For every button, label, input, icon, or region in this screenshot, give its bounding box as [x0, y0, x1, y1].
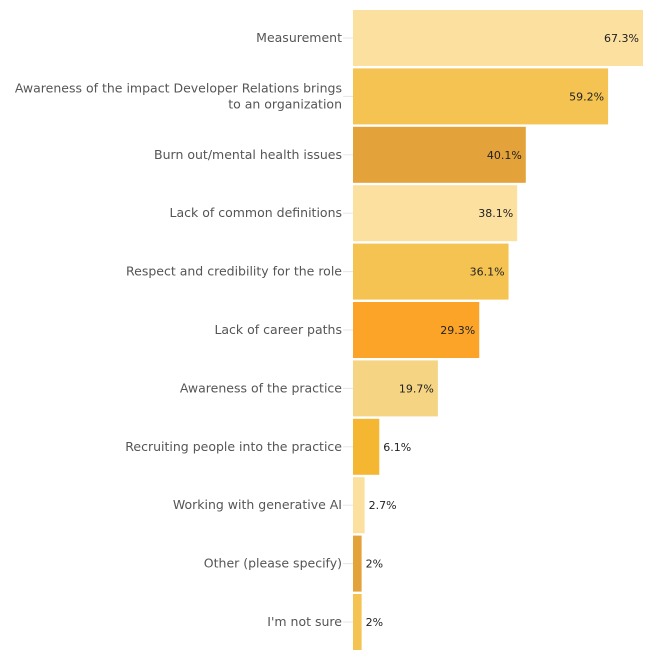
category-label: Burn out/mental health issues	[154, 147, 342, 162]
data-label: 29.3%	[440, 324, 475, 337]
category-label: Working with generative AI	[173, 497, 342, 512]
bar	[353, 418, 380, 475]
category-label: Recruiting people into the practice	[125, 439, 342, 454]
bar	[353, 535, 362, 592]
data-label: 40.1%	[487, 149, 522, 162]
bar	[353, 302, 480, 358]
data-label: 19.7%	[399, 382, 434, 395]
data-label: 36.1%	[470, 266, 505, 279]
bar	[353, 477, 365, 534]
data-label: 2.7%	[369, 499, 397, 512]
category-label: Awareness of the impact Developer Relati…	[15, 80, 342, 95]
bar	[353, 185, 518, 242]
bar	[353, 594, 362, 650]
category-label: Other (please specify)	[204, 556, 342, 571]
bar	[353, 126, 526, 183]
data-label: 67.3%	[604, 32, 639, 45]
data-label: 6.1%	[383, 441, 411, 454]
bar	[353, 10, 643, 66]
data-label: 59.2%	[569, 90, 604, 103]
bar	[353, 360, 438, 417]
bar	[353, 68, 609, 125]
category-label: Respect and credibility for the role	[126, 264, 342, 279]
data-label: 2%	[366, 558, 383, 571]
category-label: I'm not sure	[267, 614, 342, 629]
category-label: Measurement	[256, 30, 342, 45]
category-label: to an organization	[228, 96, 342, 111]
data-label: 38.1%	[478, 207, 513, 220]
category-label: Awareness of the practice	[180, 380, 342, 395]
category-label: Lack of common definitions	[170, 205, 343, 220]
data-label: 2%	[366, 616, 383, 629]
category-label: Lack of career paths	[214, 322, 342, 337]
bar	[353, 243, 509, 300]
